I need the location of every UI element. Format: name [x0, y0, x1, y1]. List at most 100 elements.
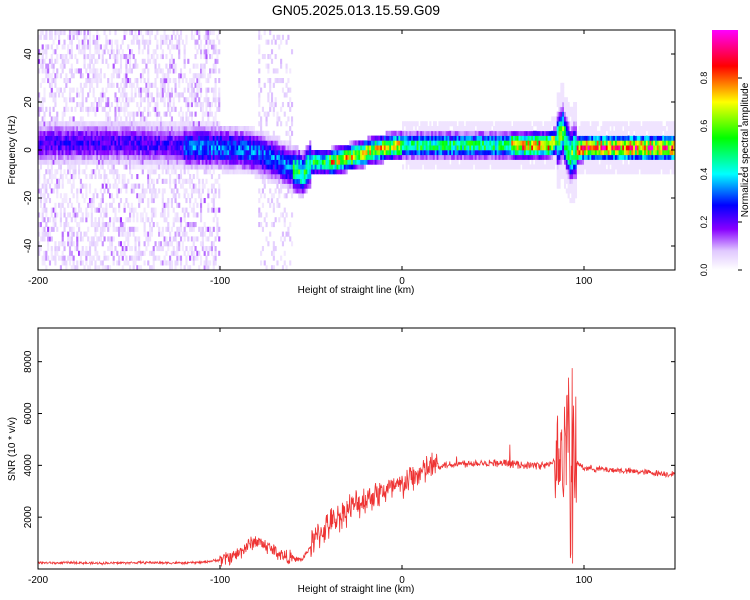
spectrogram-cell — [604, 169, 607, 175]
spectrogram-cell — [604, 154, 607, 160]
spectrogram-cell — [178, 130, 181, 136]
spectrogram-cell — [176, 217, 179, 223]
spectrogram-cell — [145, 212, 148, 218]
spectrogram-cell — [179, 255, 183, 261]
spectrogram-cell — [123, 260, 126, 266]
spectrogram-cell — [189, 174, 192, 180]
spectrogram-cell — [114, 246, 117, 252]
spectrogram-cell — [236, 154, 239, 160]
spectrogram-cell — [301, 169, 305, 175]
spectrogram-cell — [154, 207, 157, 213]
spectrogram-cell — [372, 135, 375, 141]
spectrogram-cell — [159, 140, 163, 146]
spectrogram-cell — [422, 140, 425, 146]
spectrogram-cell — [132, 159, 135, 165]
spectrogram-cell — [56, 159, 59, 165]
spectrogram-cell — [159, 130, 163, 136]
spectrogram-cell — [72, 116, 75, 122]
spectrogram-cell — [78, 135, 81, 141]
spectrogram-cell — [198, 30, 201, 36]
spectrogram-cell — [238, 135, 241, 141]
spectrogram-cell — [138, 44, 141, 50]
spectrogram-cell — [138, 246, 141, 252]
spectrogram-cell — [212, 207, 215, 213]
spectrogram-cell — [163, 178, 166, 184]
spectrogram-cell — [174, 154, 177, 160]
spectrogram-cell — [216, 145, 219, 151]
spectrogram-cell — [311, 150, 314, 156]
spectrogram-cell — [116, 154, 119, 160]
spectrogram-cell — [65, 140, 68, 146]
spectrogram-cell — [229, 169, 232, 175]
spectrogram-cell — [283, 207, 286, 213]
spectrogram-cell — [201, 150, 204, 156]
spectrogram-cell — [411, 130, 414, 136]
spectrogram-cell — [374, 150, 377, 156]
spectrogram-cell — [292, 174, 295, 180]
spectrogram-cell — [176, 44, 179, 50]
spectrogram-cell — [198, 178, 201, 184]
spectrogram-cell — [39, 202, 42, 208]
spectrogram-cell — [83, 198, 86, 204]
spectrogram-cell — [199, 106, 203, 112]
spectrogram-cell — [119, 54, 123, 60]
spectrogram-cell — [471, 150, 474, 156]
spectrogram-cell — [287, 159, 290, 165]
spectrogram-cell — [463, 135, 466, 141]
spectrogram-cell — [56, 193, 59, 199]
spectrogram-cell — [83, 34, 86, 40]
spectrogram-cell — [212, 154, 215, 160]
spectrogram-cell — [48, 106, 52, 112]
spectrogram-cell — [578, 135, 581, 141]
spectrogram-cell — [165, 169, 168, 175]
spectrogram-cell — [203, 111, 206, 117]
spectrogram-cell — [520, 121, 523, 127]
spectrogram-cell — [181, 116, 184, 122]
spectrogram-cell — [129, 121, 132, 127]
spectrogram-cell — [172, 121, 175, 127]
spectrogram-cell — [158, 121, 161, 127]
spectrogram-cell — [418, 164, 421, 170]
spectrogram-cell — [514, 135, 517, 141]
spectrogram-cell — [119, 130, 123, 136]
spectrogram-cell — [152, 140, 155, 146]
spectrogram-cell — [192, 174, 195, 180]
spectrogram-cell — [278, 145, 281, 151]
spectrogram-cell — [600, 135, 603, 141]
spectrogram-cell — [234, 150, 237, 156]
spectrogram-cell — [170, 121, 173, 127]
spectrogram-cell — [161, 126, 164, 132]
spectrogram-cell — [78, 250, 81, 256]
spectrogram-cell — [183, 226, 186, 232]
spectrogram-cell — [267, 169, 270, 175]
spectrogram-cell — [38, 97, 41, 103]
spectrogram-cell — [149, 111, 152, 117]
spectrogram-cell — [118, 202, 121, 208]
spectrogram-cell — [123, 178, 126, 184]
spectrogram-cell — [159, 121, 163, 127]
spectrogram-cell — [545, 164, 548, 170]
spectrogram-cell — [565, 159, 568, 165]
spectrogram-cell — [149, 169, 152, 175]
spectrogram-cell — [327, 159, 330, 165]
spectrogram-cell — [149, 265, 152, 270]
spectrogram-cell — [600, 145, 603, 151]
spectrogram-cell — [465, 154, 468, 160]
spectrogram-cell — [161, 140, 164, 146]
spectrogram-cell — [94, 130, 97, 136]
spectrogram-cell — [562, 116, 565, 122]
spectrogram-cell — [494, 121, 497, 127]
spectrogram-cell — [280, 150, 283, 156]
spectrogram-cell — [52, 97, 55, 103]
spectrogram-cell — [179, 183, 183, 189]
spectrogram-cell — [38, 106, 41, 112]
spectrogram-cell — [85, 140, 88, 146]
spectrogram-cell — [145, 164, 148, 170]
spectrogram-cell — [292, 188, 295, 194]
spectrogram-cell — [269, 202, 272, 208]
spectrogram-cell — [245, 145, 248, 151]
spectrogram-cell — [118, 150, 121, 156]
spectrogram-cell — [47, 178, 50, 184]
spectrogram-cell — [538, 126, 541, 132]
spectrogram-cell — [345, 159, 348, 165]
